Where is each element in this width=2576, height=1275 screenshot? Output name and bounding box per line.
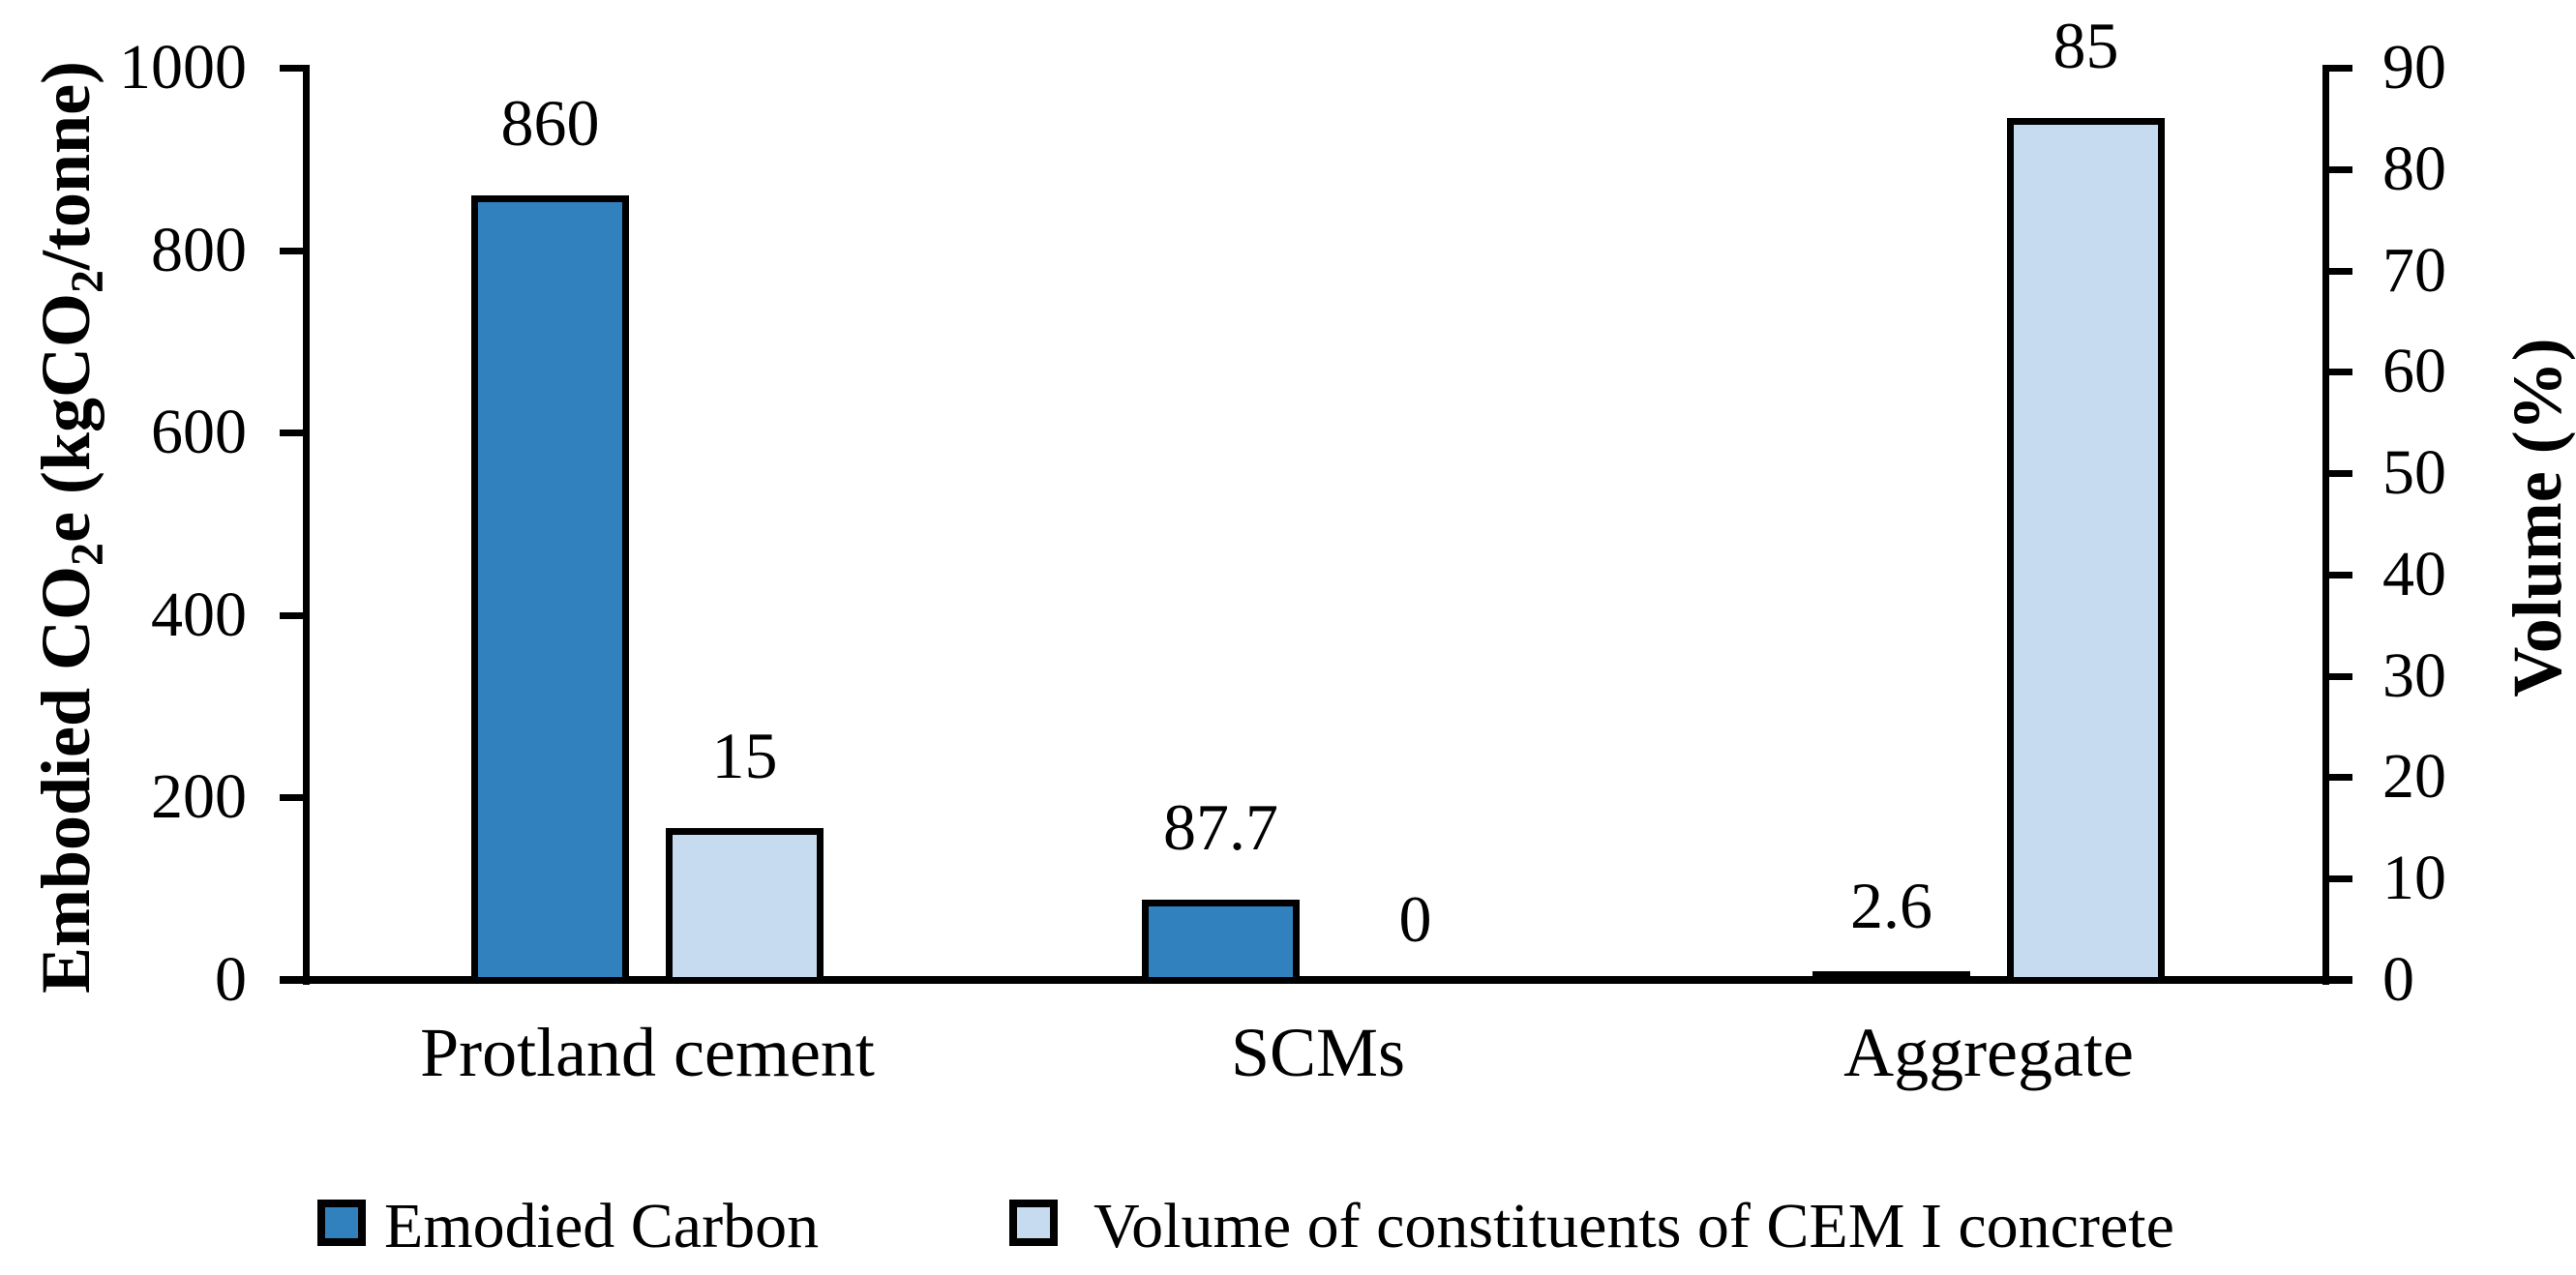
right-axis-tick-label: 50	[2382, 437, 2446, 509]
right-axis-tick-label: 30	[2382, 639, 2446, 711]
right-axis-tick	[2322, 267, 2352, 275]
data-label: 860	[500, 86, 600, 161]
right-axis-tick	[2322, 369, 2352, 376]
right-axis-tick	[2322, 571, 2352, 578]
x-axis-baseline	[280, 976, 2352, 984]
left-axis-spine	[303, 65, 310, 985]
left-axis-tick-label: 0	[215, 944, 247, 1015]
category-label: Protland cement	[420, 1014, 875, 1091]
right-axis-spine	[2322, 65, 2329, 985]
right-axis-tick-label: 80	[2382, 133, 2446, 204]
left-axis-tick	[280, 247, 310, 254]
data-label: 15	[711, 718, 778, 792]
right-axis-tick-label: 40	[2382, 538, 2446, 609]
category-label: SCMs	[1230, 1014, 1406, 1091]
bar-emodied-carbon	[1142, 900, 1300, 984]
data-label: 87.7	[1163, 790, 1278, 865]
left-axis-tick	[280, 611, 310, 619]
data-label: 2.6	[1850, 868, 1932, 942]
category-label: Aggregate	[1843, 1014, 2134, 1091]
right-axis-title: Volume (%)	[2499, 338, 2576, 697]
legend-swatch-embodied-carbon	[317, 1200, 366, 1246]
bar-sliver	[1812, 971, 1970, 980]
right-axis-tick-label: 60	[2382, 336, 2446, 407]
right-axis-tick	[2322, 875, 2352, 883]
right-axis-tick	[2322, 672, 2352, 680]
legend: Emodied Carbon Volume of constituents of…	[0, 1192, 2576, 1275]
legend-label: Volume of constituents of CEM I concrete	[1093, 1191, 2174, 1261]
right-axis-tick-label: 0	[2382, 944, 2414, 1015]
right-axis-tick-label: 90	[2382, 32, 2446, 103]
left-axis-title-subscript: 2	[62, 542, 113, 566]
right-axis-tick	[2322, 165, 2352, 173]
left-axis-tick-label: 600	[151, 397, 247, 468]
legend-label: Emodied Carbon	[384, 1191, 820, 1261]
bar-volume-of-constituents-of-cem-i-concrete	[666, 827, 824, 984]
left-axis-tick-label: 800	[151, 214, 247, 285]
bar-volume-of-constituents-of-cem-i-concrete	[2007, 118, 2165, 984]
left-axis-tick	[280, 794, 310, 802]
left-axis-tick	[280, 65, 310, 72]
right-axis-tick-label: 10	[2382, 843, 2446, 914]
right-axis-tick	[2322, 470, 2352, 478]
bar-emodied-carbon	[471, 195, 629, 984]
right-axis-tick	[2322, 65, 2352, 72]
left-axis-tick	[280, 430, 310, 437]
left-axis-tick-label: 400	[151, 578, 247, 650]
right-axis-tick-label: 20	[2382, 741, 2446, 813]
data-label: 85	[2052, 9, 2119, 83]
legend-swatch-volume	[1009, 1200, 1058, 1246]
left-axis-title: Embodied CO2e (kgCO2/tonne)	[27, 61, 113, 993]
left-axis-tick-label: 200	[151, 761, 247, 833]
left-axis-tick-label: 1000	[119, 32, 247, 103]
data-label: 0	[1398, 882, 1432, 956]
right-axis-tick-label: 70	[2382, 234, 2446, 306]
right-axis-tick	[2322, 774, 2352, 782]
